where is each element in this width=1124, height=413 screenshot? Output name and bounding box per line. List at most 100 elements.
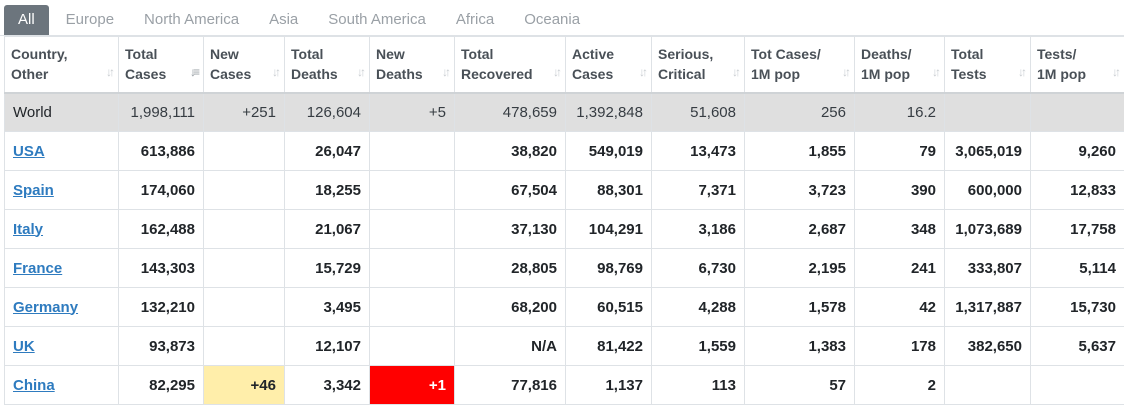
table-row: UK 93,873 12,107 N/A 81,422 1,559 1,383 178 382,… [4, 326, 1124, 366]
sort-icon[interactable]: ↓↑ [1112, 64, 1121, 79]
table-row: China 82,295 +46 3,342 +1 77,816 1,137 113 57 2 [4, 365, 1124, 405]
column-header-total-tests[interactable]: Total Tests ↓↑ [944, 36, 1031, 93]
tab-asia[interactable]: Asia [269, 11, 299, 28]
header-label-line2: 1M pop [1037, 66, 1086, 83]
cell-serious-critical: 51,608 [651, 92, 745, 132]
column-header-total-recovered[interactable]: Total Recovered ↓↑ [454, 36, 566, 93]
country-link[interactable]: Germany [13, 298, 79, 316]
sort-icon[interactable]: ↓↑ [106, 64, 115, 79]
header-label-line1: Tests/ [1037, 46, 1077, 63]
cell-tot-cases-per-1m: 57 [744, 365, 855, 405]
tab-africa[interactable]: Africa [455, 11, 495, 28]
cell-new-deaths [369, 209, 455, 249]
column-header-tot-cases-per-1m[interactable]: Tot Cases/1M pop ↓↑ [744, 36, 855, 93]
country-link[interactable]: Spain [13, 181, 54, 199]
header-label-line1: Tot Cases/ [751, 46, 821, 63]
column-header-new-cases[interactable]: New Cases ↓↑ [203, 36, 285, 93]
country-link[interactable]: China [13, 376, 55, 394]
cell-total-cases: 162,488 [118, 209, 204, 249]
cell-serious-critical: 3,186 [651, 209, 745, 249]
column-header-new-deaths[interactable]: New Deaths ↓↑ [369, 36, 455, 93]
cell-country: China [4, 365, 119, 405]
column-header-label: Tot Cases/1M pop [751, 44, 830, 84]
column-header-serious-critical[interactable]: Serious, Critical ↓↑ [651, 36, 745, 93]
cell-country: World [4, 92, 119, 132]
cases-table: Country, Other ↓↑ Total Cases ↓≡ New Cases ↓↑ Tot… [4, 36, 1124, 405]
sort-icon[interactable]: ↓↑ [842, 64, 851, 79]
cell-tot-cases-per-1m: 2,195 [744, 248, 855, 288]
column-header-deaths-per-1m[interactable]: Deaths/1M pop ↓↑ [854, 36, 945, 93]
tab-oceania[interactable]: Oceania [524, 11, 581, 28]
cell-tests-per-1m: 5,637 [1030, 326, 1124, 366]
cell-deaths-per-1m: 79 [854, 131, 945, 171]
sort-icon[interactable]: ↓↑ [553, 64, 562, 79]
cell-total-deaths: 12,107 [284, 326, 370, 366]
cell-total-deaths: 18,255 [284, 170, 370, 210]
country-link[interactable]: France [13, 259, 63, 277]
tab-all[interactable]: All [4, 5, 49, 35]
sort-icon[interactable]: ↓↑ [639, 64, 648, 79]
cell-tot-cases-per-1m: 256 [744, 92, 855, 132]
column-header-label: Total Recovered [461, 44, 541, 84]
cell-total-deaths: 15,729 [284, 248, 370, 288]
column-header-label: Active Cases [572, 44, 627, 84]
cell-new-deaths [369, 131, 455, 171]
sort-icon[interactable]: ↓↑ [1018, 64, 1027, 79]
country-link[interactable]: USA [13, 142, 45, 160]
column-header-label: Deaths/1M pop [861, 44, 920, 84]
cell-total-recovered: 28,805 [454, 248, 566, 288]
column-header-label: Country, Other [11, 44, 94, 84]
header-label-line2: 1M pop [861, 66, 910, 83]
cell-serious-critical: 4,288 [651, 287, 745, 327]
sort-desc-icon[interactable]: ↓≡ [189, 64, 200, 79]
header-label-line1: Total [291, 46, 324, 63]
cell-total-deaths: 3,495 [284, 287, 370, 327]
column-header-total-cases[interactable]: Total Cases ↓≡ [118, 36, 204, 93]
cell-tot-cases-per-1m: 2,687 [744, 209, 855, 249]
cell-deaths-per-1m: 348 [854, 209, 945, 249]
cell-total-cases: 143,303 [118, 248, 204, 288]
cell-active-cases: 104,291 [565, 209, 652, 249]
cell-total-deaths: 21,067 [284, 209, 370, 249]
sort-icon[interactable]: ↓↑ [932, 64, 941, 79]
cell-tests-per-1m: 5,114 [1030, 248, 1124, 288]
cell-serious-critical: 6,730 [651, 248, 745, 288]
header-label-line2: Cases [572, 66, 614, 83]
cell-new-deaths: +1 [369, 365, 455, 405]
table-row: USA 613,886 26,047 38,820 549,019 13,473 1,855… [4, 131, 1124, 171]
header-label-line2: 1M pop [751, 66, 800, 83]
cell-deaths-per-1m: 241 [854, 248, 945, 288]
column-header-active-cases[interactable]: Active Cases ↓↑ [565, 36, 652, 93]
cell-deaths-per-1m: 2 [854, 365, 945, 405]
header-label-line2: Deaths [291, 66, 338, 83]
tab-north-america[interactable]: North America [144, 11, 240, 28]
cell-tests-per-1m: 15,730 [1030, 287, 1124, 327]
cell-tests-per-1m [1030, 365, 1124, 405]
sort-icon[interactable]: ↓↑ [272, 64, 281, 79]
cell-new-cases: +46 [203, 365, 285, 405]
cell-total-tests: 3,065,019 [944, 131, 1031, 171]
column-header-country[interactable]: Country, Other ↓↑ [4, 36, 119, 93]
header-label-line2: Cases [125, 66, 167, 83]
country-link[interactable]: Italy [13, 220, 44, 238]
sort-icon[interactable]: ↓↑ [442, 64, 451, 79]
column-header-label: Tests/1M pop [1037, 44, 1100, 84]
sort-icon[interactable]: ↓↑ [732, 64, 741, 79]
cell-serious-critical: 7,371 [651, 170, 745, 210]
cell-total-tests [944, 365, 1031, 405]
column-header-label: Serious, Critical [658, 44, 720, 84]
country-link[interactable]: UK [13, 337, 35, 355]
cell-total-recovered: N/A [454, 326, 566, 366]
header-label-line1: New [210, 46, 239, 63]
tab-europe[interactable]: Europe [65, 11, 115, 28]
column-header-total-deaths[interactable]: Total Deaths ↓↑ [284, 36, 370, 93]
cell-country: USA [4, 131, 119, 171]
cell-serious-critical: 113 [651, 365, 745, 405]
header-label-line2: Recovered [461, 66, 533, 83]
tab-south-america[interactable]: South America [328, 11, 426, 28]
cell-active-cases: 88,301 [565, 170, 652, 210]
column-header-tests-per-1m[interactable]: Tests/1M pop ↓↑ [1030, 36, 1124, 93]
cell-total-tests: 382,650 [944, 326, 1031, 366]
sort-icon[interactable]: ↓↑ [357, 64, 366, 79]
cell-total-tests: 600,000 [944, 170, 1031, 210]
